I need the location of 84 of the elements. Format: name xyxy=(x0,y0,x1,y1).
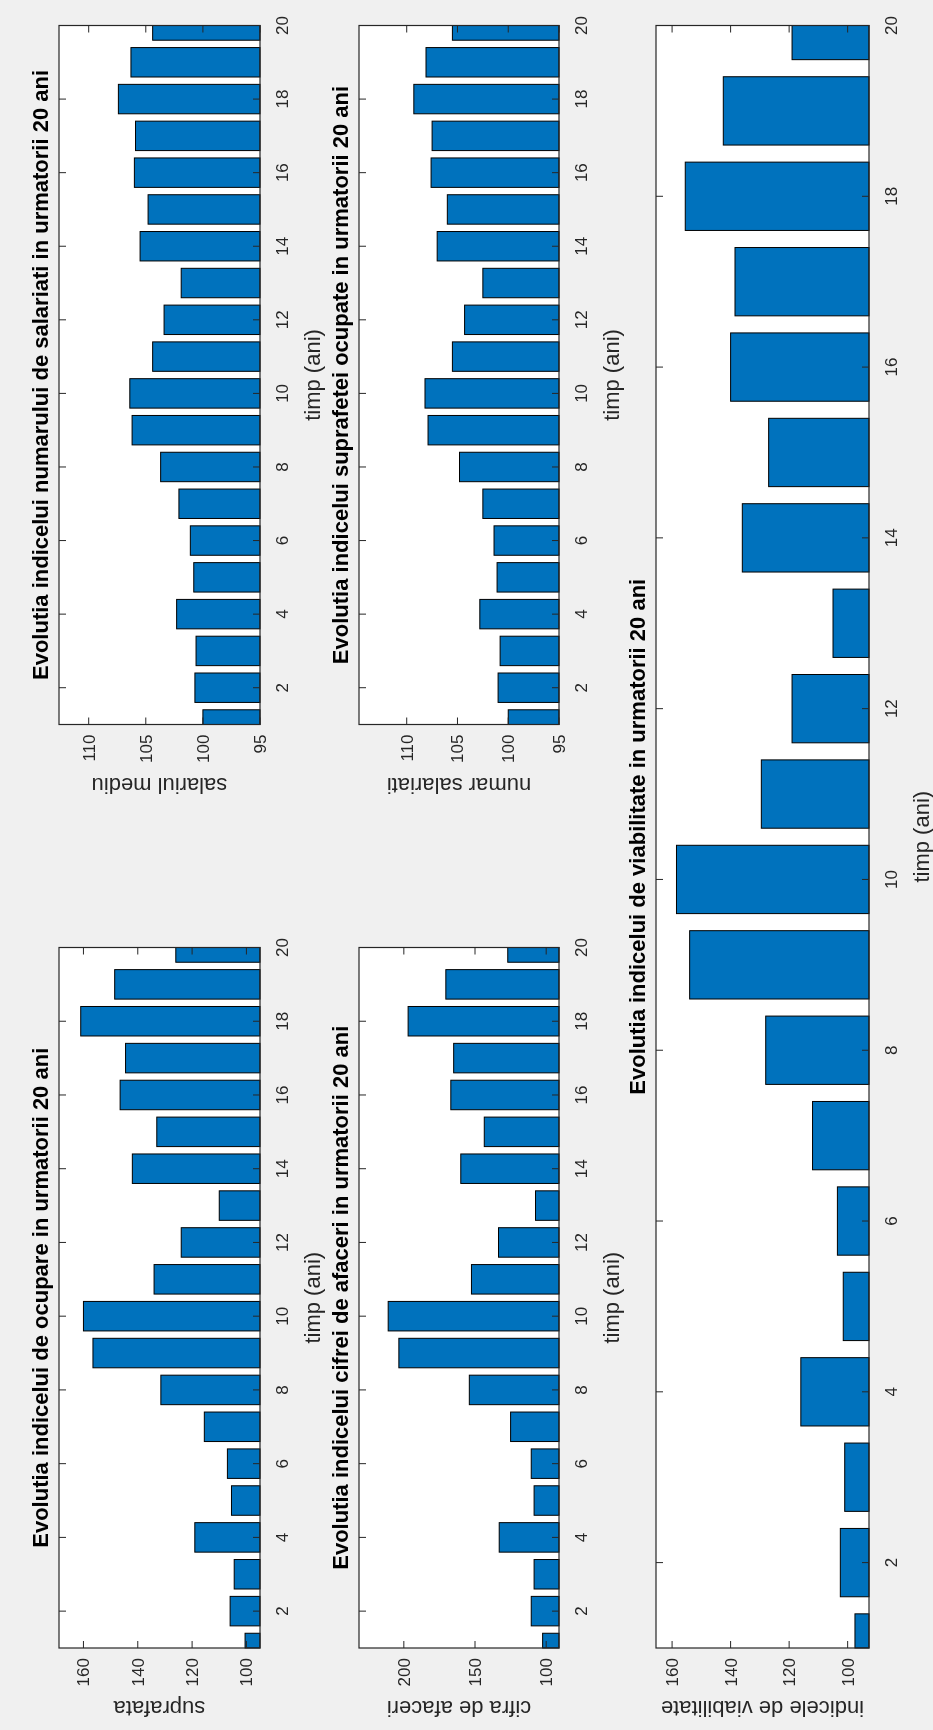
y-tick-label: 10 xyxy=(272,1306,292,1326)
x-tick-label: 105 xyxy=(136,734,156,763)
y-tick-label: 10 xyxy=(881,869,901,889)
y-tick-label: 14 xyxy=(881,528,901,548)
y-tick-label: 16 xyxy=(571,163,591,183)
y-tick-label: 2 xyxy=(571,1606,591,1616)
y-tick-label: 6 xyxy=(881,1216,901,1226)
y-tick-label: 8 xyxy=(571,462,591,472)
y-tick-label: 2 xyxy=(571,682,591,693)
x-tick-label: 105 xyxy=(447,734,467,763)
y-tick-label: 12 xyxy=(272,1232,292,1252)
y-tick-label: 14 xyxy=(571,1159,591,1179)
y-tick-label: 16 xyxy=(272,163,292,183)
x-tick-label: 100 xyxy=(498,734,518,763)
x-tick-label: 140 xyxy=(721,1658,741,1687)
y-tick-label: 16 xyxy=(571,1085,591,1105)
y-tick-label: 18 xyxy=(272,89,292,109)
x-axis-title: cifra de afaceri xyxy=(386,1696,532,1722)
y-tick-label: 18 xyxy=(272,1011,292,1031)
y-tick-label: 6 xyxy=(571,1458,591,1469)
text: Evolutia indicelui de ocupare in urmatorii 20 ani xyxy=(27,1047,53,1548)
y-tick-label: 8 xyxy=(272,1385,292,1395)
y-tick-label: 20 xyxy=(272,938,292,957)
y-tick-label: 4 xyxy=(571,1532,591,1543)
x-tick-label: 160 xyxy=(73,1658,93,1687)
x-axis-title: salariul mediu xyxy=(91,773,228,798)
y-tick-label: 12 xyxy=(571,310,591,330)
y-tick-label: 10 xyxy=(272,383,292,403)
y-tick-label: 14 xyxy=(272,1159,292,1179)
x-tick-label: 95 xyxy=(549,734,569,754)
y-tick-label: 4 xyxy=(272,609,292,619)
y-tick-label: 10 xyxy=(571,383,591,403)
y-tick-label: 12 xyxy=(881,699,901,719)
x-tick-label: 110 xyxy=(397,734,417,762)
y-tick-label: 2 xyxy=(272,682,292,693)
y-tick-label: 20 xyxy=(881,16,901,35)
y-tick-label: 2 xyxy=(881,1557,901,1568)
y-tick-label: 6 xyxy=(272,1458,292,1469)
x-axis-title: numar salariati xyxy=(386,773,532,798)
x-tick-label: 100 xyxy=(236,1658,256,1687)
y-tick-label: 20 xyxy=(272,16,292,35)
y-tick-label: 10 xyxy=(571,1306,591,1326)
y-axis-title: timp (ani) xyxy=(299,1251,325,1344)
x-tick-label: 160 xyxy=(662,1658,682,1687)
y-tick-label: 20 xyxy=(571,16,591,35)
y-axis-title: timp (ani) xyxy=(908,790,933,883)
y-tick-label: 16 xyxy=(272,1085,292,1105)
y-tick-label: 18 xyxy=(881,186,901,206)
x-tick-label: 200 xyxy=(394,1658,414,1687)
y-axis-title: timp (ani) xyxy=(299,329,325,421)
y-tick-label: 6 xyxy=(571,535,591,546)
y-tick-label: 12 xyxy=(272,310,292,330)
y-tick-label: 6 xyxy=(272,535,292,546)
y-tick-label: 8 xyxy=(571,1385,591,1395)
x-tick-label: 120 xyxy=(779,1658,799,1687)
x-tick-label: 150 xyxy=(465,1658,485,1687)
x-axis-title: indicele de viabilitate xyxy=(660,1696,865,1722)
x-tick-label: 95 xyxy=(250,734,270,754)
y-tick-label: 4 xyxy=(571,609,591,619)
x-tick-label: 110 xyxy=(79,734,99,762)
y-tick-label: 18 xyxy=(571,89,591,109)
y-tick-label: 18 xyxy=(571,1011,591,1031)
y-axis-title: timp (ani) xyxy=(598,1251,624,1344)
x-tick-label: 140 xyxy=(128,1658,148,1687)
x-tick-label: 120 xyxy=(182,1658,202,1687)
y-tick-label: 4 xyxy=(881,1387,901,1397)
y-tick-label: 8 xyxy=(881,1045,901,1055)
text: Evolutia indicelui cifrei de afaceri in urmatorii 20 ani xyxy=(327,1025,353,1570)
x-tick-label: 100 xyxy=(838,1658,858,1687)
y-tick-label: 8 xyxy=(272,462,292,472)
y-tick-label: 2 xyxy=(272,1606,292,1616)
x-tick-label: 100 xyxy=(193,734,213,763)
y-tick-label: 4 xyxy=(272,1532,292,1543)
x-tick-label: 100 xyxy=(536,1658,556,1687)
y-tick-label: 16 xyxy=(881,357,901,377)
y-tick-label: 14 xyxy=(571,236,591,256)
y-axis-title: timp (ani) xyxy=(598,329,624,421)
text: Evolutia indicelui de viabilitate in urmatorii 20 ani xyxy=(624,578,650,1095)
y-tick-label: 20 xyxy=(571,938,591,957)
text: Evolutia indicelui numarului de salariati in urmatorii 20 ani xyxy=(27,69,53,681)
x-axis-title: suprafata xyxy=(112,1696,206,1722)
y-tick-label: 14 xyxy=(272,236,292,256)
text: Evolutia indicelui suprafetei ocupate in urmatorii 20 ani xyxy=(327,85,353,665)
y-tick-label: 12 xyxy=(571,1232,591,1252)
